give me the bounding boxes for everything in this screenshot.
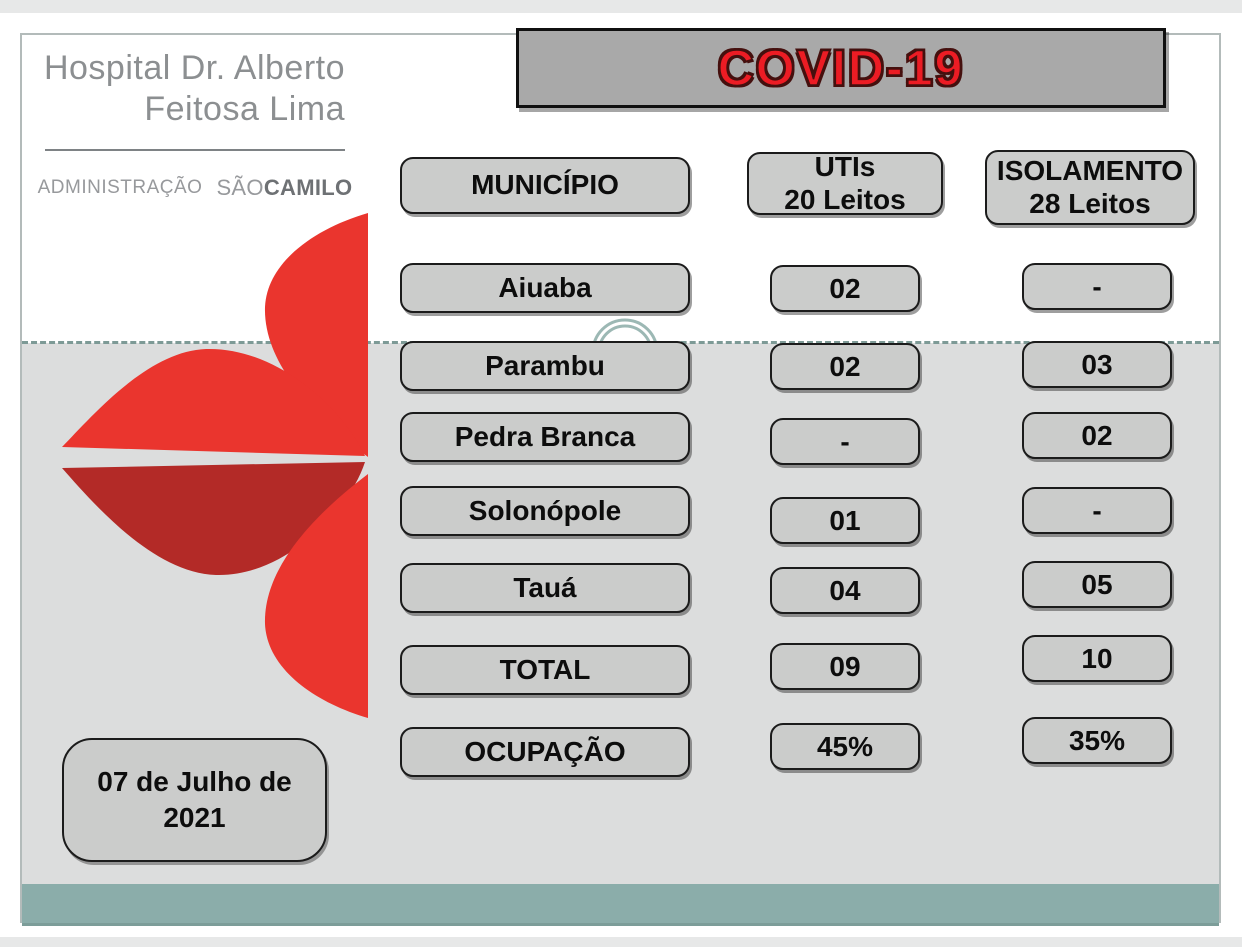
header-utis-line2: 20 Leitos: [784, 183, 906, 215]
municipio-cell: Pedra Branca: [400, 412, 690, 462]
brand-sao: SÃO: [216, 175, 264, 200]
municipio-cell: TOTAL: [400, 645, 690, 695]
uti-cell: 01: [770, 497, 920, 544]
header-municipio-label: MUNICÍPIO: [471, 169, 619, 201]
header-municipio: MUNICÍPIO: [400, 157, 690, 214]
uti-cell: 04: [770, 567, 920, 614]
isolamento-cell: -: [1022, 487, 1172, 534]
header-isolamento-line1: ISOLAMENTO: [996, 155, 1184, 187]
uti-cell: 02: [770, 343, 920, 390]
isolamento-cell: 02: [1022, 412, 1172, 459]
brand-camilo: CAMILO: [263, 175, 353, 200]
uti-cell: -: [770, 418, 920, 465]
top-gray-strip: [0, 0, 1242, 13]
covid-title: COVID-19: [717, 39, 965, 97]
header-isolamento: ISOLAMENTO 28 Leitos: [985, 150, 1195, 225]
date-line2: 2021: [163, 802, 226, 833]
sao-camilo-petals-graphic: [62, 213, 368, 718]
isolamento-cell: -: [1022, 263, 1172, 310]
covid-title-box: COVID-19: [516, 28, 1166, 108]
teal-footer-bar: [22, 884, 1219, 926]
uti-cell: 02: [770, 265, 920, 312]
uti-cell: 45%: [770, 723, 920, 770]
hospital-name-line2: Feitosa Lima: [144, 89, 345, 128]
uti-cell: 09: [770, 643, 920, 690]
isolamento-cell: 10: [1022, 635, 1172, 682]
municipio-cell: Parambu: [400, 341, 690, 391]
brand-name: SÃOCAMILO: [216, 175, 352, 201]
administration-logo-row: ADMINISTRAÇÃO SÃOCAMILO: [37, 158, 353, 218]
bottom-gray-strip: [0, 937, 1242, 947]
municipio-cell: OCUPAÇÃO: [400, 727, 690, 777]
header-utis-line1: UTIs: [814, 151, 876, 183]
isolamento-cell: 35%: [1022, 717, 1172, 764]
logo-divider-line: [45, 149, 345, 151]
date-box: 07 de Julho de 2021: [62, 738, 327, 862]
municipio-cell: Aiuaba: [400, 263, 690, 313]
date-line1: 07 de Julho de: [97, 765, 292, 797]
header-isolamento-line2: 28 Leitos: [1029, 187, 1151, 219]
hospital-name: Hospital Dr. Alberto Feitosa Lima: [40, 48, 345, 130]
isolamento-cell: 05: [1022, 561, 1172, 608]
hospital-name-line1: Hospital Dr. Alberto: [43, 49, 345, 87]
municipio-cell: Solonópole: [400, 486, 690, 536]
administration-label: ADMINISTRAÇÃO: [37, 177, 203, 198]
municipio-cell: Tauá: [400, 563, 690, 613]
isolamento-cell: 03: [1022, 341, 1172, 388]
header-utis: UTIs 20 Leitos: [747, 151, 943, 215]
